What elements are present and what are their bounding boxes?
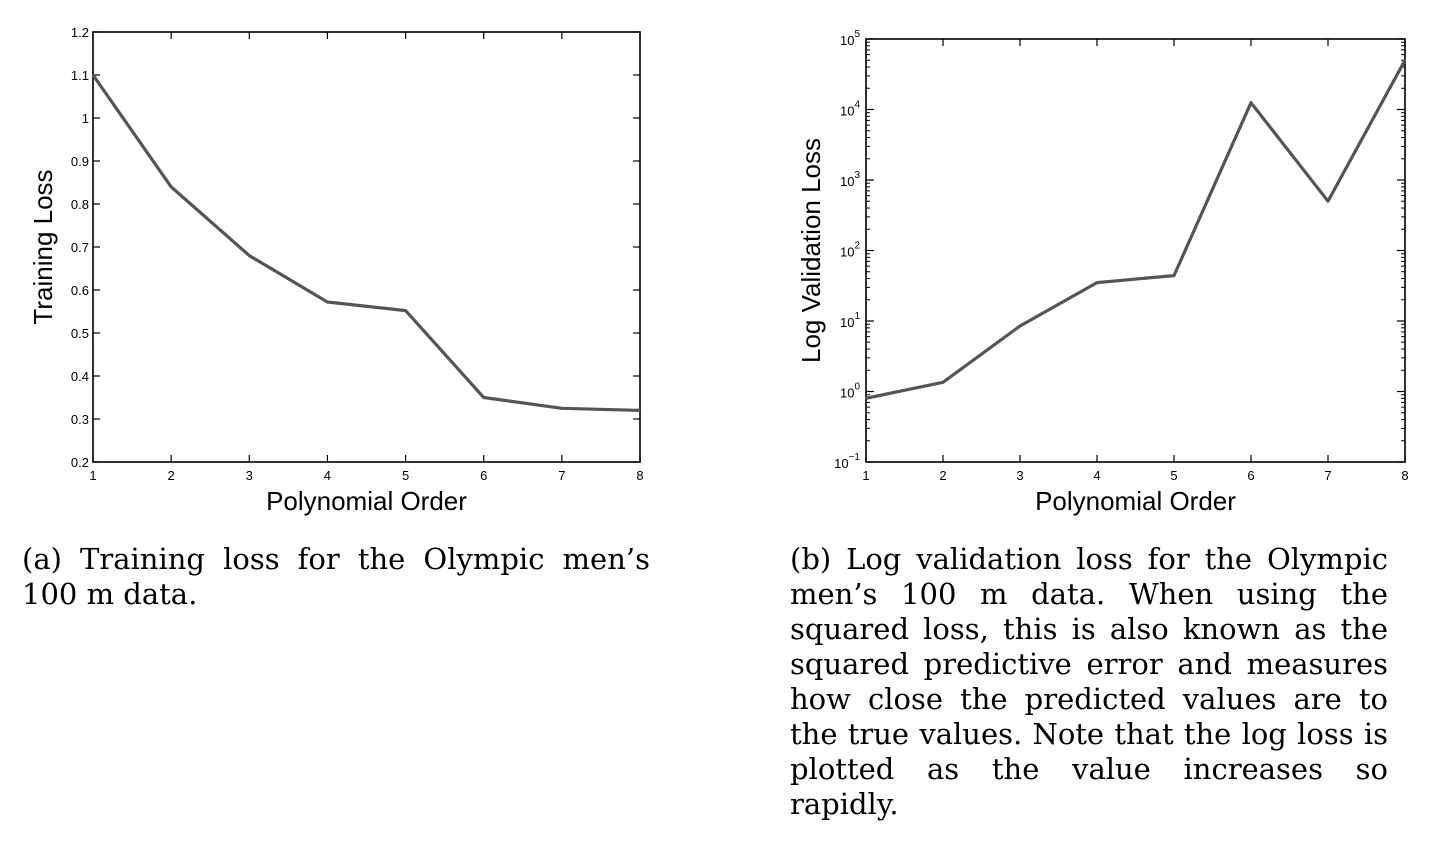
plot-frame — [92, 31, 641, 463]
y-tick-label: 100 — [840, 382, 860, 401]
data-point — [326, 301, 329, 303]
y-tick-label: 1.1 — [71, 68, 89, 83]
x-tick-label: 3 — [246, 468, 253, 483]
data-point — [170, 186, 172, 188]
x-tick-label: 7 — [1324, 468, 1331, 483]
y-tick-label: 0.7 — [71, 240, 89, 255]
training-loss-chart: 1 2 3 4 5 6 7 8 0.2 0.3 0.4 0.5 0.6 0.7 0.8 0.9 1 1.1 1.2 P… — [0, 0, 720, 530]
x-axis-label: Polynomial Order — [266, 486, 467, 516]
x-tick-label: 5 — [402, 468, 409, 483]
x-tick-label: 4 — [1093, 468, 1100, 483]
y-tick-label: 0.6 — [71, 283, 89, 298]
x-tick-label: 1 — [89, 468, 96, 483]
y-tick-label: 10−1 — [834, 452, 860, 471]
data-point — [942, 381, 944, 384]
data-point — [1173, 274, 1175, 277]
caption-a: (a) Training loss for the Olympic men’s … — [22, 542, 650, 611]
data-point — [865, 397, 867, 400]
data-point — [1250, 101, 1252, 104]
y-tick-label: 103 — [840, 170, 860, 189]
x-tick-label: 7 — [558, 468, 565, 483]
y-tick-label: 0.5 — [71, 326, 89, 341]
x-tick-label: 2 — [168, 468, 175, 483]
x-tick-label: 6 — [1247, 468, 1254, 483]
series-line — [91, 74, 641, 412]
x-tick-label: 2 — [939, 468, 946, 483]
plot-frame — [865, 38, 1406, 463]
data-point — [1404, 59, 1406, 62]
data-point — [92, 74, 94, 76]
x-tick-label: 8 — [636, 468, 643, 483]
y-tick-label: 0.2 — [71, 455, 89, 470]
data-point — [639, 409, 641, 412]
data-point — [404, 309, 407, 312]
data-point — [248, 254, 251, 257]
data-point — [1327, 200, 1329, 203]
x-tick-label: 4 — [324, 468, 331, 483]
y-axis-label: Log Validation Loss — [796, 138, 826, 363]
x-tick-label: 3 — [1016, 468, 1023, 483]
y-tick-label: 105 — [840, 29, 860, 48]
data-point — [482, 396, 485, 399]
y-tick-label: 1 — [82, 111, 89, 126]
x-tick-label: 6 — [480, 468, 487, 483]
data-point — [561, 407, 563, 410]
y-axis-label: Training Loss — [28, 169, 58, 324]
data-point — [1096, 281, 1098, 284]
validation-loss-chart: 1 2 3 4 5 6 7 8 10−1 100 101 102 103 104 105 Polynomial… — [720, 0, 1440, 530]
data-point — [1019, 325, 1021, 327]
y-tick-label: 1.2 — [71, 25, 89, 40]
y-tick-label: 102 — [840, 241, 860, 260]
x-tick-label: 1 — [862, 468, 869, 483]
y-tick-label: 101 — [840, 311, 860, 330]
x-tick-label: 5 — [1170, 468, 1177, 483]
y-tick-label: 104 — [840, 100, 860, 119]
y-tick-label: 0.3 — [71, 412, 89, 427]
x-axis-label: Polynomial Order — [1035, 486, 1236, 516]
x-tick-label: 8 — [1401, 468, 1408, 483]
y-tick-label: 0.9 — [71, 154, 89, 169]
caption-b: (b) Log validation loss for the Olympic … — [790, 542, 1388, 821]
y-tick-label: 0.8 — [71, 197, 89, 212]
y-tick-label: 0.4 — [71, 369, 89, 384]
series-line — [865, 59, 1407, 400]
